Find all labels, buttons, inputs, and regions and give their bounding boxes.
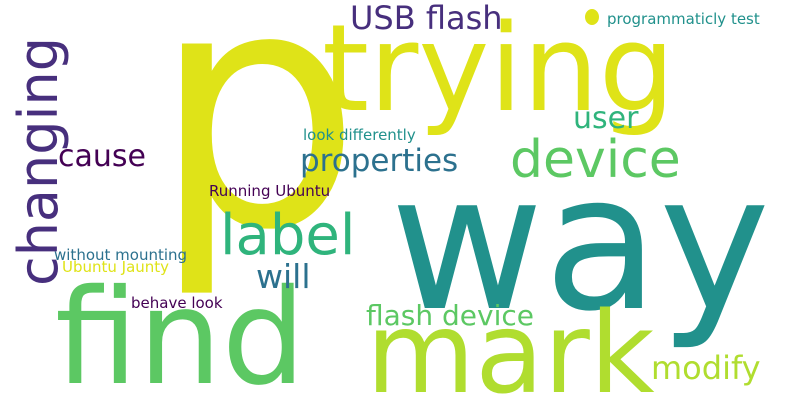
word-mark: mark [366, 289, 655, 400]
word-behave-look: behave look [131, 294, 223, 312]
word-flash-device: flash device [366, 299, 534, 332]
word-device: device [510, 130, 681, 190]
word-programmaticly-test: programmaticly test [607, 10, 760, 28]
word-cause: cause [58, 139, 146, 174]
word-properties: properties [300, 143, 459, 179]
word-will: will [256, 257, 311, 296]
word-trying: trying [322, 0, 675, 139]
word-user: user [573, 101, 639, 136]
word-modify: modify [651, 349, 761, 387]
word-usb-flash: USB flash [350, 0, 503, 37]
word-label: label [220, 203, 356, 268]
word-way: way [390, 134, 771, 353]
word-find: find [55, 261, 306, 400]
word-ubuntu-jaunty: Ubuntu Jaunty [62, 258, 170, 276]
small-dot [585, 9, 599, 25]
word-look-differently: look differently [303, 126, 416, 144]
word-p: p [152, 0, 362, 302]
word-without-mounting: without mounting [54, 246, 188, 264]
word-running-ubuntu: Running Ubuntu [209, 182, 331, 200]
